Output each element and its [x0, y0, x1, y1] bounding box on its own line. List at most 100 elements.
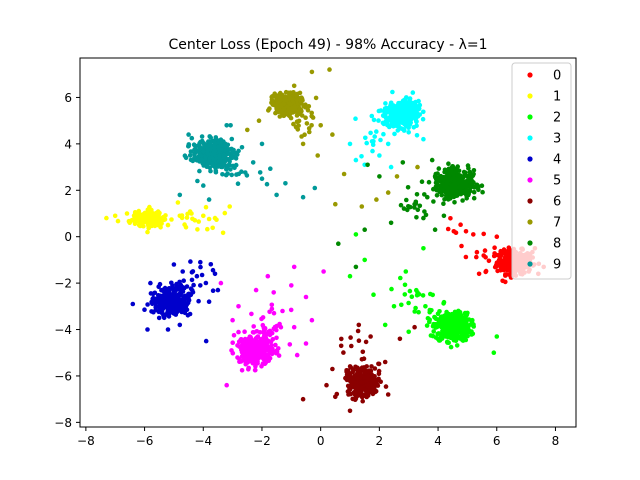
- point-0: [504, 262, 510, 268]
- point-9: [283, 181, 288, 186]
- point-0: [503, 272, 509, 277]
- point-2: [402, 282, 408, 288]
- point-8: [434, 193, 440, 198]
- point-2: [436, 338, 442, 343]
- point-1: [124, 211, 130, 216]
- point-5: [246, 358, 251, 363]
- point-3: [410, 90, 416, 95]
- point-9: [233, 156, 239, 161]
- point-4: [181, 278, 186, 284]
- chart-title: Center Loss (Epoch 49) - 98% Accuracy - …: [168, 37, 487, 53]
- point-2: [469, 332, 474, 337]
- point-9: [208, 168, 213, 174]
- point-7: [273, 102, 279, 107]
- plot-area-frame: [79, 57, 577, 428]
- point-3: [388, 164, 394, 170]
- legend-box: [511, 62, 572, 280]
- x-tick-label: 2: [376, 434, 384, 448]
- point-4: [191, 282, 196, 288]
- point-6: [383, 384, 389, 389]
- point-0: [474, 254, 479, 260]
- point-2: [420, 293, 426, 298]
- point-2: [362, 257, 368, 263]
- point-3: [399, 112, 404, 117]
- point-3: [374, 129, 379, 134]
- point-6: [338, 343, 344, 349]
- point-9: [188, 149, 194, 154]
- point-4: [206, 299, 212, 305]
- legend-label: 2: [553, 111, 561, 126]
- point-2: [433, 322, 439, 327]
- point-5: [288, 307, 294, 313]
- point-8: [398, 202, 404, 208]
- point-3: [377, 153, 382, 158]
- point-1: [222, 210, 228, 216]
- legend-item-5: 5: [527, 174, 561, 189]
- point-6: [362, 375, 368, 380]
- point-5: [269, 306, 275, 312]
- x-tick-label: −6: [136, 434, 154, 448]
- point-1: [195, 227, 200, 232]
- point-2: [398, 275, 403, 281]
- point-5: [240, 345, 245, 351]
- point-8: [425, 194, 430, 200]
- point-0: [483, 254, 488, 260]
- point-8: [421, 215, 426, 221]
- point-0: [494, 234, 500, 239]
- point-6: [412, 324, 417, 330]
- point-5: [240, 338, 245, 344]
- point-3: [370, 148, 375, 154]
- point-2: [444, 339, 450, 345]
- point-0: [486, 258, 492, 264]
- point-3: [397, 119, 403, 124]
- point-3: [406, 125, 411, 130]
- point-9: [239, 145, 245, 150]
- point-3: [421, 136, 426, 142]
- point-9: [206, 197, 212, 202]
- point-8: [455, 164, 461, 169]
- point-5: [266, 338, 271, 344]
- x-tick-label: 8: [552, 434, 560, 448]
- point-7: [281, 101, 287, 107]
- point-4: [157, 281, 163, 287]
- point-5: [269, 302, 275, 308]
- point-8: [465, 188, 470, 193]
- point-3: [390, 89, 395, 95]
- point-8: [433, 175, 438, 180]
- point-9: [228, 167, 233, 172]
- point-3: [372, 134, 378, 139]
- point-5: [248, 345, 253, 350]
- point-7: [295, 127, 301, 132]
- point-5: [274, 348, 279, 354]
- point-7: [307, 129, 312, 135]
- point-6: [358, 369, 363, 374]
- point-1: [212, 215, 218, 221]
- point-2: [451, 324, 457, 330]
- point-8: [405, 185, 411, 190]
- y-axis-ticks: −8 −6 −4 −2 0 2 4 6: [54, 91, 80, 430]
- point-9: [224, 123, 229, 128]
- point-5: [274, 327, 279, 333]
- point-9: [212, 163, 218, 169]
- legend-label: 8: [553, 237, 561, 252]
- x-tick-label: −8: [77, 434, 95, 448]
- point-8: [452, 193, 458, 199]
- point-3: [414, 119, 419, 124]
- point-8: [470, 180, 476, 185]
- point-5: [270, 337, 276, 342]
- point-8: [431, 186, 436, 192]
- point-2: [491, 350, 497, 356]
- point-9: [223, 144, 229, 150]
- point-1: [227, 204, 232, 209]
- point-6: [372, 380, 378, 385]
- point-1: [175, 200, 181, 205]
- point-9: [300, 194, 306, 200]
- series-2: [347, 232, 500, 356]
- point-4: [215, 287, 221, 293]
- point-2: [382, 322, 388, 328]
- point-6: [382, 359, 388, 365]
- point-5: [231, 333, 237, 338]
- point-7: [318, 123, 324, 128]
- point-9: [259, 141, 265, 147]
- point-1: [220, 230, 226, 236]
